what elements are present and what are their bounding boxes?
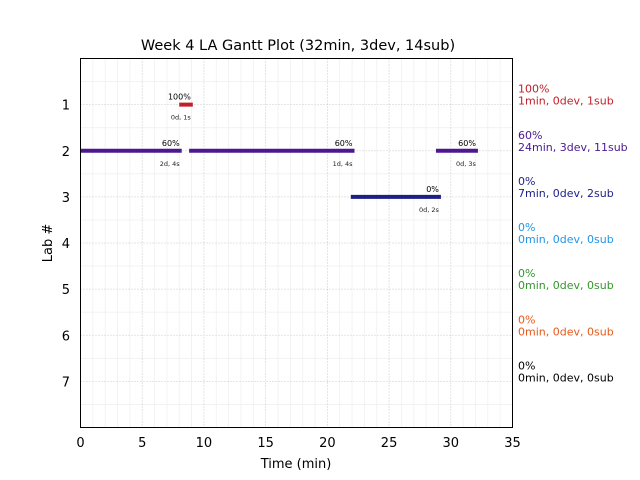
major-grid (80, 58, 513, 428)
gantt-bar (179, 102, 193, 107)
summary-percent: 60% (518, 129, 542, 142)
gantt-bar (350, 194, 441, 199)
x-tick-label: 25 (381, 436, 398, 451)
minor-grid (80, 58, 513, 428)
bar-percent-label: 60% (458, 139, 476, 148)
plot-frame (80, 58, 513, 428)
y-tick-label: 7 (62, 375, 70, 390)
bars: 100% 0d, 1s 60% 2d, 4s 60% 1d, 4s 60% 0d, 3s 0% 0… (80, 93, 478, 214)
y-tick-label: 1 (62, 99, 70, 114)
x-tick-label: 20 (319, 436, 336, 451)
bar-percent-label: 100% (168, 93, 191, 102)
summary-percent: 0% (518, 359, 535, 372)
gantt-bar (80, 148, 182, 153)
bar-percent-label: 0% (426, 185, 439, 194)
x-axis-ticks: 0 5 10 15 20 25 30 35 (76, 436, 520, 451)
summary-percent: 0% (518, 267, 535, 280)
summary-percent: 100% (518, 83, 549, 96)
bar-percent-label: 60% (335, 139, 353, 148)
y-axis-label: Lab # (41, 224, 56, 263)
bar-percent-label: 60% (162, 139, 180, 148)
gantt-bar (435, 148, 478, 153)
summary-percent: 0% (518, 313, 535, 326)
summary-percent: 0% (518, 221, 535, 234)
summary-stats: 24min, 3dev, 11sub (518, 141, 628, 154)
summary-stats: 0min, 0dev, 0sub (518, 279, 614, 292)
y-tick-label: 3 (62, 191, 70, 206)
x-tick-label: 15 (257, 436, 274, 451)
bar-detail-label: 0d, 3s (456, 160, 477, 168)
summary-stats: 0min, 0dev, 0sub (518, 325, 614, 338)
summary-stats: 0min, 0dev, 0sub (518, 233, 614, 246)
x-tick-label: 0 (76, 436, 84, 451)
x-axis-label: Time (min) (260, 457, 332, 472)
bar-detail-label: 1d, 4s (333, 160, 354, 168)
bar-detail-label: 2d, 4s (160, 160, 181, 168)
x-tick-label: 35 (504, 436, 521, 451)
x-tick-label: 30 (443, 436, 460, 451)
summary-percent: 0% (518, 175, 535, 188)
y-tick-label: 2 (62, 145, 70, 160)
y-axis-ticks: 1 2 3 4 5 6 7 (62, 99, 70, 391)
bar-detail-label: 0d, 2s (419, 206, 440, 214)
y-tick-label: 5 (62, 283, 70, 298)
x-tick-label: 5 (138, 436, 146, 451)
chart-title: Week 4 LA Gantt Plot (32min, 3dev, 14sub… (141, 38, 455, 54)
summary-stats: 1min, 0dev, 1sub (518, 95, 614, 108)
lab-summaries: 100%1min, 0dev, 1sub 60%24min, 3dev, 11su… (518, 83, 628, 385)
y-tick-label: 6 (62, 329, 70, 344)
summary-stats: 0min, 0dev, 0sub (518, 371, 614, 384)
y-tick-label: 4 (62, 237, 70, 252)
summary-stats: 7min, 0dev, 2sub (518, 187, 614, 200)
x-tick-label: 10 (196, 436, 213, 451)
bar-detail-label: 0d, 1s (171, 114, 192, 122)
gantt-bar (189, 148, 355, 153)
